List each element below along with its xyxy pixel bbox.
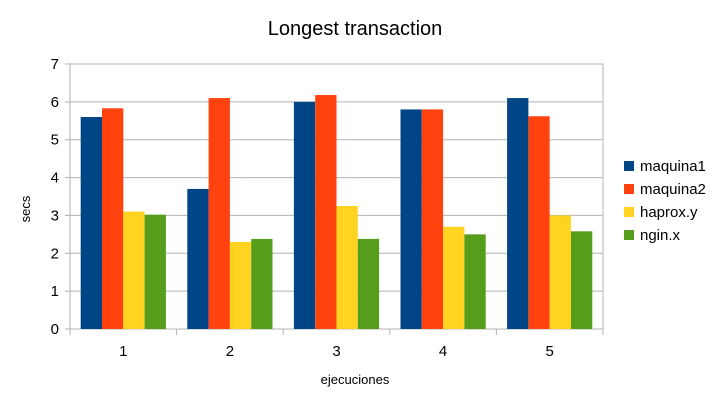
y-tick-label: 4 (51, 170, 59, 187)
x-tick-label: 1 (119, 343, 127, 360)
bar-nginx-5 (571, 231, 593, 329)
x-tick-labels: 1 2 3 4 5 (119, 343, 554, 360)
bar-maquina1-1 (80, 117, 102, 329)
y-tick-label: 2 (51, 245, 59, 262)
y-tick-label: 3 (51, 207, 59, 224)
x-tick-label: 3 (332, 343, 340, 360)
legend-label: ngin.x (640, 227, 681, 244)
bar-maquina2-4 (421, 109, 444, 329)
bar-nginx-2 (251, 238, 273, 329)
bar-haproxy-5 (549, 215, 571, 329)
bar-haproxy-2 (229, 241, 252, 329)
y-tick-label: 6 (51, 94, 59, 111)
y-tick-label: 0 (51, 321, 59, 338)
bar-maquina2-5 (528, 116, 550, 329)
x-axis-label: ejecuciones (321, 372, 390, 387)
x-tick-label: 4 (439, 343, 447, 360)
bar-nginx-4 (464, 234, 486, 329)
bar-haproxy-1 (123, 211, 145, 329)
bar-nginx-1 (144, 214, 166, 329)
bar-maquina2-3 (315, 95, 337, 330)
x-tick-label: 2 (226, 343, 234, 360)
bar-maquina2-1 (102, 108, 124, 330)
y-tick-label: 1 (51, 283, 59, 300)
y-axis-label: secs (18, 195, 33, 222)
bar-haproxy-3 (336, 205, 358, 329)
legend-label: haprox.y (640, 204, 698, 221)
bar-maquina1-4 (400, 109, 422, 329)
bar-maquina2-2 (208, 98, 230, 329)
y-tick-label: 5 (51, 132, 59, 149)
legend-label: maquina1 (640, 158, 706, 175)
legend-swatch (624, 230, 634, 240)
x-tick-label: 5 (546, 343, 554, 360)
bar-haproxy-4 (443, 226, 465, 329)
legend-swatch (624, 184, 634, 194)
bars (80, 95, 593, 330)
legend-label: maquina2 (640, 181, 706, 198)
bar-maquina1-2 (187, 188, 209, 329)
bar-nginx-3 (357, 238, 380, 329)
legend-swatch (624, 161, 634, 171)
y-tick-label: 7 (51, 56, 59, 73)
chart-title: Longest transaction (268, 18, 443, 40)
y-tick-labels: 0 1 2 3 4 5 6 7 (51, 56, 59, 338)
bar-maquina1-5 (507, 98, 529, 329)
bar-maquina1-3 (293, 101, 316, 329)
legend: maquina1 maquina2 haprox.y ngin.x (624, 158, 706, 244)
legend-swatch (624, 207, 634, 217)
